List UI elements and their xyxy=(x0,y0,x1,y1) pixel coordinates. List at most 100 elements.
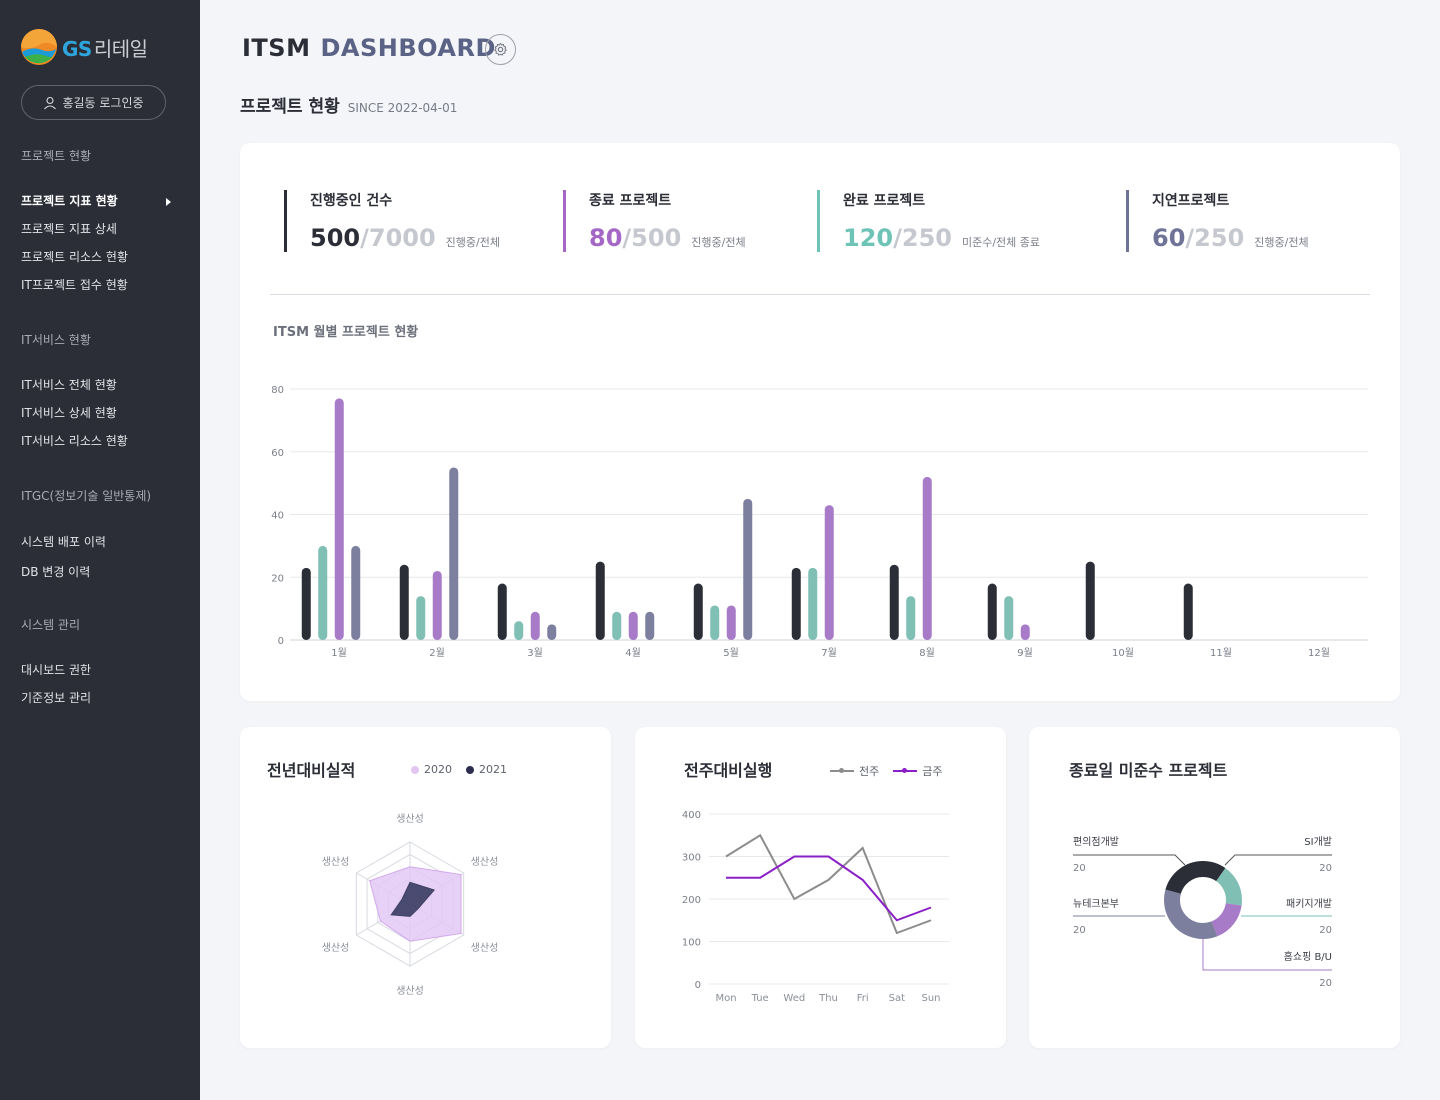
page-title: ITSM DASHBOARD xyxy=(242,34,496,62)
bar xyxy=(301,567,311,640)
bar xyxy=(547,624,557,640)
y-tick-label: 0 xyxy=(695,980,701,991)
divider xyxy=(270,294,1370,295)
bar xyxy=(889,564,899,640)
bar xyxy=(432,570,442,640)
y-tick-label: 200 xyxy=(682,895,701,906)
bar xyxy=(1085,561,1095,640)
sidebar-item-db-change-history[interactable]: DB 변경 이력 xyxy=(21,557,171,587)
kpi-note: 미준수/전체 종료 xyxy=(961,236,1041,249)
bar xyxy=(808,567,818,640)
radar-axis-label: 생산성 xyxy=(471,942,499,954)
gs-logo-icon xyxy=(21,29,57,65)
kpi-label: 진행중인 건수 xyxy=(310,193,393,209)
x-tick-label: 4월 xyxy=(625,647,641,659)
kpi-in-progress: 진행중인 건수 500/7000 진행중/전체 xyxy=(284,190,500,252)
legend-line-this-week xyxy=(893,768,918,773)
legend-item-this-week[interactable]: 금주 xyxy=(893,763,943,779)
x-tick-label: 3월 xyxy=(527,647,543,659)
line-series-전주 xyxy=(725,833,932,935)
x-tick-label: Sat xyxy=(889,993,905,1004)
donut-slice xyxy=(1164,861,1242,939)
kpi-current: 60 xyxy=(1152,224,1186,252)
sidebar-item-it-service-resource[interactable]: IT서비스 리소스 현황 xyxy=(21,427,171,455)
bar xyxy=(1020,624,1030,640)
donut-label: SI개발 xyxy=(1304,836,1332,848)
bar xyxy=(514,621,524,640)
x-tick-label: 11월 xyxy=(1210,647,1232,659)
bar xyxy=(743,498,753,640)
line-legend: 전주 금주 xyxy=(830,763,957,779)
sidebar-item-label: 프로젝트 지표 현황 xyxy=(21,194,118,208)
monthly-project-bar-chart: 0 20 40 60 80 1월 2월 3월 4월 5월 7월 8월 9월 10월 11월 12월 xyxy=(271,385,1368,659)
sidebar-item-project-resource[interactable]: 프로젝트 리소스 현황 xyxy=(21,243,171,271)
x-tick-label: 7월 xyxy=(821,647,837,659)
sidebar-item-master-data[interactable]: 기준정보 관리 xyxy=(21,684,171,712)
x-tick-label: Thu xyxy=(818,993,838,1004)
kpi-label: 완료 프로젝트 xyxy=(843,193,926,209)
caret-right-icon xyxy=(166,198,171,206)
brand-logo[interactable]: GS 리테일 xyxy=(20,28,148,66)
kpi-total: /7000 xyxy=(360,224,436,252)
bar xyxy=(449,467,459,640)
bar xyxy=(334,398,344,640)
sidebar-item-label: 기준정보 관리 xyxy=(21,691,92,705)
monthly-chart-title: ITSM 월별 프로젝트 현황 xyxy=(273,325,419,340)
radar-axis-label: 생산성 xyxy=(396,813,424,825)
y-tick-label: 0 xyxy=(278,636,284,647)
donut-slice xyxy=(1164,861,1242,939)
kpi-current: 120 xyxy=(843,224,894,252)
bar xyxy=(1183,583,1193,640)
kpi-note: 진행중/전체 xyxy=(445,236,500,249)
donut-label: 뉴테크본부 xyxy=(1073,898,1119,910)
kpi-label: 지연프로젝트 xyxy=(1152,193,1230,209)
bar xyxy=(906,596,916,640)
x-tick-label: 5월 xyxy=(723,647,739,659)
brand-korean: 리테일 xyxy=(93,36,148,61)
legend-item-2021[interactable]: 2021 xyxy=(466,763,507,776)
sidebar-item-dashboard-permission[interactable]: 대시보드 권한 xyxy=(21,656,171,684)
legend-label-prev-week: 전주 xyxy=(859,765,880,778)
nav-group-title: 시스템 관리 xyxy=(21,618,81,632)
bar xyxy=(987,583,997,640)
section-title: 프로젝트 현황 xyxy=(240,97,340,117)
settings-button[interactable] xyxy=(485,34,516,65)
radar-legend: 2020 2021 xyxy=(411,763,521,776)
line-card-title: 전주대비실행 xyxy=(684,761,773,780)
sidebar-item-system-deploy-history[interactable]: 시스템 배포 이력 xyxy=(21,527,171,557)
sidebar-item-it-service-detail[interactable]: IT서비스 상세 현황 xyxy=(21,399,171,427)
x-tick-label: 2월 xyxy=(429,647,445,659)
line-series-금주 xyxy=(726,855,932,922)
legend-item-prev-week[interactable]: 전주 xyxy=(830,763,879,779)
sidebar-item-label: DB 변경 이력 xyxy=(21,565,91,579)
nav-group-itgc: ITGC(정보기술 일반통제) 시스템 배포 이력 DB 변경 이력 xyxy=(21,486,171,587)
nav-group-title: ITGC(정보기술 일반통제) xyxy=(21,489,152,503)
sidebar-item-project-kpi[interactable]: 프로젝트 지표 현황 xyxy=(21,187,171,215)
bar xyxy=(710,605,720,640)
sidebar-item-label: IT프로젝트 접수 현황 xyxy=(21,278,128,292)
sidebar-item-project-kpi-detail[interactable]: 프로젝트 지표 상세 xyxy=(21,215,171,243)
legend-item-2020[interactable]: 2020 xyxy=(411,763,452,776)
x-tick-label: Fri xyxy=(857,993,869,1004)
since-date: SINCE 2022-04-01 xyxy=(347,101,458,115)
donut-card-title: 종료일 미준수 프로젝트 xyxy=(1069,761,1228,780)
kpi-label: 종료 프로젝트 xyxy=(589,193,672,209)
bar xyxy=(628,611,638,640)
login-status-button[interactable]: 홍길동 로그인중 xyxy=(21,85,166,120)
donut-label: 편의점개발 xyxy=(1073,836,1119,848)
x-tick-label: Sun xyxy=(921,993,940,1004)
radar-card-title: 전년대비실적 xyxy=(267,761,356,780)
y-tick-label: 100 xyxy=(682,938,701,949)
radar-axis-label: 생산성 xyxy=(471,856,499,868)
overdue-projects-card: 종료일 미준수 프로젝트 편의점개발 20 SI개발 20 뉴테크본부 20 패키지개발 20… xyxy=(1029,727,1400,1048)
sidebar-item-label: IT서비스 리소스 현황 xyxy=(21,434,128,448)
y-tick-label: 60 xyxy=(271,448,284,459)
nav-group-title: 프로젝트 현황 xyxy=(21,149,92,163)
sidebar-item-it-project-intake[interactable]: IT프로젝트 접수 현황 xyxy=(21,271,171,299)
bar xyxy=(318,545,328,640)
sidebar-item-it-service-overall[interactable]: IT서비스 전체 현황 xyxy=(21,371,171,399)
brand-latin: GS xyxy=(62,36,92,61)
donut-label: 홈쇼핑 B/U xyxy=(1284,950,1332,963)
project-summary-card: 진행중인 건수 500/7000 진행중/전체 종료 프로젝트 80/500 진행중… xyxy=(240,143,1400,701)
